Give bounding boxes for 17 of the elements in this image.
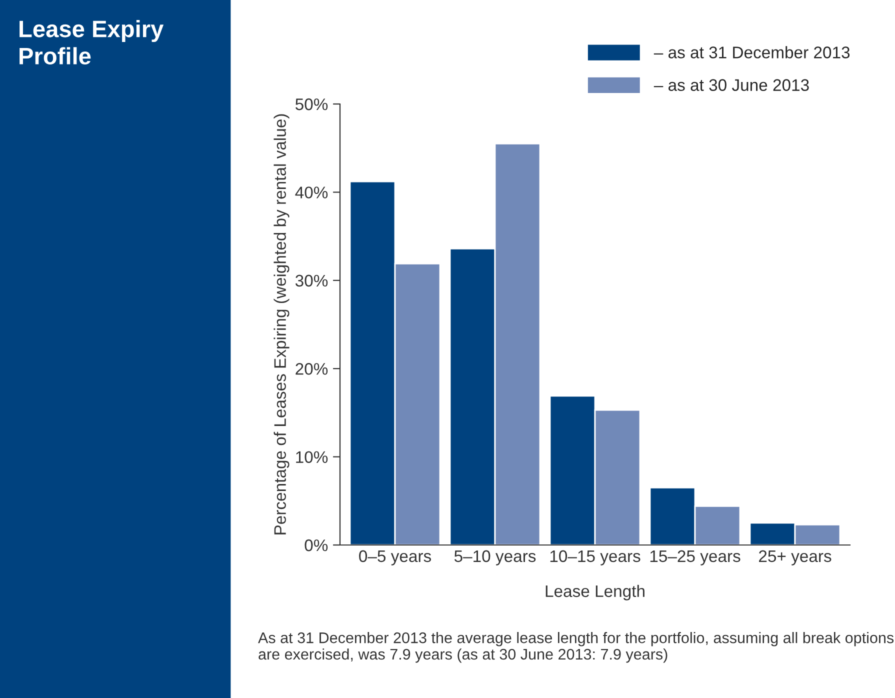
x-tick-label: 25+ years [759, 550, 832, 566]
y-tick-label: 40% [295, 186, 328, 198]
y-tick-label: 0% [304, 539, 328, 552]
x-tick-label: 5–10 years [454, 550, 536, 566]
legend-label: – as at 31 December 2013 [654, 46, 850, 58]
text: As at 31 December 2013 the average lease length for the portfolio, assuming all break options are exercised, was 7.9 years (as at 30 June 2013: 7.9 years) [258, 632, 894, 663]
x-axis-title: Lease Length [546, 584, 644, 600]
y-axis-title: Percentage of Leases Expiring (weighted by rental value) [274, 114, 290, 534]
legend-label: – as at 30 June 2013 [654, 79, 809, 91]
y-tick-label: 10% [296, 451, 328, 464]
y-tick-label: 30% [295, 274, 328, 287]
text: Lease Expiry Profile [20, 20, 164, 64]
x-tick-label: 10–15 years [550, 550, 640, 566]
x-tick-label: 0–5 years [359, 550, 431, 566]
y-tick-label: 20% [296, 363, 328, 375]
y-tick-label: 50% [296, 98, 328, 110]
x-tick-label: 15–25 years [650, 550, 740, 566]
